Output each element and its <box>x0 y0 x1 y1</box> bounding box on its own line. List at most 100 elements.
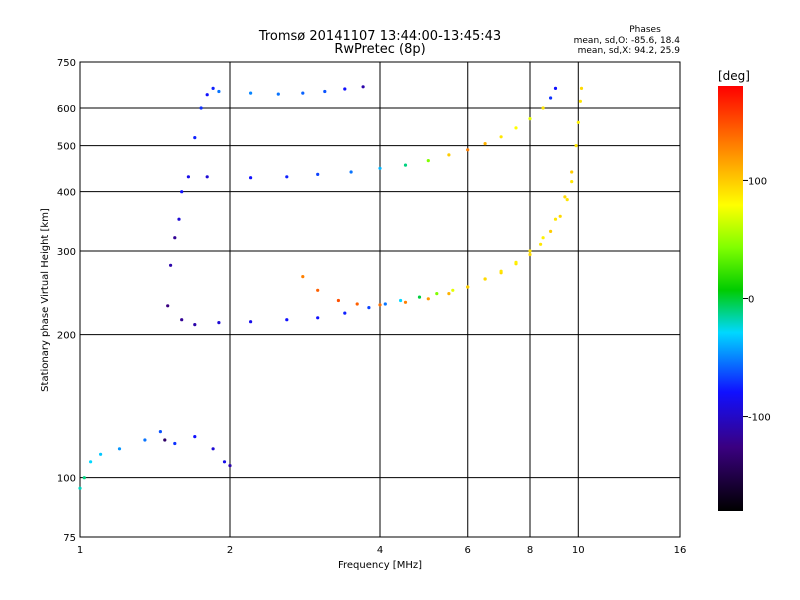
data-point <box>403 300 408 304</box>
data-point <box>285 175 289 179</box>
data-point <box>417 295 422 299</box>
grid-lines <box>80 62 680 537</box>
data-point <box>276 92 280 96</box>
y-tick-label: 100 <box>57 474 76 485</box>
colorbar-label: [deg] <box>718 69 750 83</box>
data-point <box>180 190 184 194</box>
data-point <box>117 447 122 451</box>
y-tick-label: 600 <box>57 104 76 115</box>
data-point <box>549 229 553 233</box>
data-point <box>499 135 503 139</box>
data-point <box>541 106 545 110</box>
data-point <box>541 236 545 240</box>
data-point <box>435 292 439 296</box>
data-point <box>205 175 209 179</box>
data-point <box>228 464 232 468</box>
data-point <box>211 447 215 451</box>
data-point <box>349 170 353 174</box>
data-point <box>158 430 162 434</box>
data-point <box>301 91 305 95</box>
data-point <box>355 302 359 306</box>
data-point <box>143 438 147 442</box>
data-point <box>316 316 320 320</box>
data-point <box>574 144 578 148</box>
data-point <box>378 303 382 307</box>
x-tick-label: 16 <box>674 545 687 556</box>
colorbar-ticks: 100 0 -100 <box>743 176 771 424</box>
y-tick-label: 75 <box>63 533 76 544</box>
data-point <box>186 175 190 179</box>
data-point <box>451 288 455 292</box>
data-point <box>336 298 340 303</box>
y-axis-ticks: 75 100 200 300 400 500 600 750 <box>57 58 76 544</box>
data-point <box>576 120 580 124</box>
data-point <box>383 302 387 306</box>
data-point <box>447 153 451 157</box>
data-point <box>217 89 221 94</box>
data-point <box>249 176 253 180</box>
data-point <box>367 306 371 310</box>
data-points <box>78 85 584 490</box>
data-point <box>403 163 408 167</box>
colorbar-tick-label: 0 <box>748 295 754 306</box>
x-tick-label: 10 <box>572 545 585 556</box>
data-point <box>514 126 518 130</box>
data-point <box>483 277 487 281</box>
data-point <box>570 170 574 174</box>
data-point <box>163 438 167 442</box>
data-point <box>99 452 103 456</box>
data-point <box>399 298 403 303</box>
data-point <box>565 198 569 202</box>
data-point <box>316 172 320 176</box>
x-tick-label: 6 <box>465 545 471 556</box>
data-point <box>82 476 86 480</box>
y-tick-label: 500 <box>57 142 76 153</box>
data-point <box>553 217 558 221</box>
stats-o-line: mean, sd,O: -85.6, 18.4 <box>574 36 681 46</box>
data-point <box>173 236 177 240</box>
data-point <box>166 304 170 308</box>
y-tick-label: 400 <box>57 188 76 199</box>
data-point <box>199 106 203 110</box>
data-point <box>177 217 181 221</box>
data-point <box>579 86 584 90</box>
data-point <box>514 260 518 264</box>
x-axis-ticks: 1 2 4 6 8 10 16 <box>77 545 687 556</box>
y-tick-label: 750 <box>57 58 76 69</box>
phase-colorbar: [deg] 100 0 -100 <box>718 69 771 511</box>
data-point <box>549 96 553 100</box>
data-point <box>343 87 347 91</box>
data-point <box>217 321 221 325</box>
data-point <box>483 142 487 146</box>
data-point <box>169 263 173 267</box>
data-point <box>563 195 567 199</box>
data-point <box>426 297 430 301</box>
data-point <box>528 252 532 257</box>
data-point <box>222 460 227 464</box>
x-tick-label: 4 <box>377 545 383 556</box>
data-point <box>285 318 289 322</box>
data-point <box>378 166 382 170</box>
colorbar-tick-label: 100 <box>748 176 767 187</box>
chart-title: Tromsø 20141107 13:44:00-13:45:43 <box>258 29 501 44</box>
y-tick-label: 200 <box>57 331 76 342</box>
data-point <box>316 288 320 292</box>
data-point <box>193 136 197 140</box>
data-point <box>539 242 543 246</box>
x-axis-label: Frequency [MHz] <box>338 560 422 571</box>
data-point <box>301 275 305 279</box>
data-point <box>78 486 82 490</box>
data-point <box>553 86 558 90</box>
y-axis-label: Stationary phase Virtual Height [km] <box>40 208 51 392</box>
plot-area: 1 2 4 6 8 10 16 75 100 200 300 400 500 600 750 <box>57 58 686 556</box>
data-point <box>528 117 532 121</box>
data-point <box>249 91 253 95</box>
x-tick-label: 8 <box>527 545 533 556</box>
data-point <box>205 93 209 97</box>
colorbar-tick-label: -100 <box>748 413 771 424</box>
data-point <box>180 318 184 322</box>
data-point <box>361 85 365 89</box>
data-point <box>447 292 451 296</box>
data-point <box>343 311 347 315</box>
